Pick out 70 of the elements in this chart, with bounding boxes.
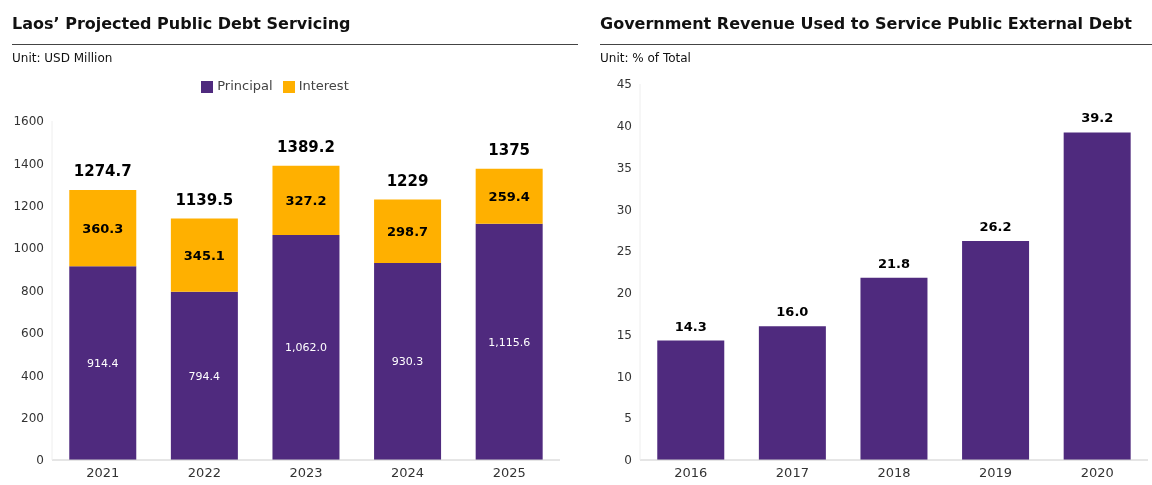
total-label: 1274.7 xyxy=(73,161,132,180)
x-tick-label: 2025 xyxy=(492,465,526,481)
data-label: 26.2 xyxy=(979,219,1012,235)
bar xyxy=(758,326,826,460)
bar xyxy=(962,241,1030,460)
data-label: 14.3 xyxy=(674,318,707,334)
bar xyxy=(475,223,543,460)
x-tick-label: 2022 xyxy=(187,465,221,481)
data-label: 327.2 xyxy=(285,192,327,208)
y-tick-label: 1400 xyxy=(13,156,44,171)
bar xyxy=(272,234,340,460)
bar xyxy=(69,266,137,460)
total-label: 1375 xyxy=(488,140,531,159)
y-tick-label: 20 xyxy=(616,286,632,301)
y-tick-label: 400 xyxy=(21,368,44,383)
data-label: 298.7 xyxy=(387,223,429,239)
y-tick-label: 800 xyxy=(21,283,44,298)
y-tick-label: 0 xyxy=(624,453,632,468)
chart-title: Laos’ Projected Public Debt Servicing xyxy=(12,14,351,33)
bar xyxy=(170,218,238,292)
data-label: 1,062.0 xyxy=(284,341,327,355)
y-tick-label: 600 xyxy=(21,326,44,341)
data-label: 39.2 xyxy=(1081,110,1114,126)
y-tick-label: 45 xyxy=(616,77,632,92)
total-label: 1389.2 xyxy=(277,137,335,156)
x-tick-label: 2017 xyxy=(775,465,809,481)
y-tick-label: 25 xyxy=(616,244,632,259)
y-tick-label: 1600 xyxy=(13,114,44,129)
y-tick-label: 0 xyxy=(36,453,44,468)
y-tick-label: 35 xyxy=(616,160,632,175)
chart-subtitle: Unit: % of Total xyxy=(600,51,691,65)
data-label: 21.8 xyxy=(877,255,911,271)
x-tick-label: 2018 xyxy=(877,465,911,481)
y-tick-label: 10 xyxy=(616,369,632,384)
bar xyxy=(657,340,725,460)
x-tick-label: 2024 xyxy=(391,465,425,481)
data-label: 914.4 xyxy=(87,357,119,371)
data-label: 259.4 xyxy=(488,188,530,204)
bar xyxy=(374,199,442,263)
legend-label: Interest xyxy=(298,78,349,93)
y-tick-label: 5 xyxy=(624,411,632,426)
x-tick-label: 2023 xyxy=(289,465,323,481)
data-label: 794.4 xyxy=(188,369,221,383)
bar xyxy=(170,291,238,460)
y-tick-label: 200 xyxy=(21,410,44,425)
x-tick-label: 2021 xyxy=(86,465,120,481)
bar xyxy=(374,262,442,460)
total-label: 1139.5 xyxy=(175,190,234,209)
total-label: 1229 xyxy=(386,171,429,190)
legend-label: Principal xyxy=(217,78,273,93)
x-tick-label: 2020 xyxy=(1080,465,1114,481)
data-label: 345.1 xyxy=(183,247,225,263)
bar xyxy=(69,189,137,267)
bar xyxy=(860,277,928,460)
y-tick-label: 1000 xyxy=(13,241,44,256)
chart-subtitle: Unit: USD Million xyxy=(12,51,113,65)
y-tick-label: 40 xyxy=(616,119,632,134)
data-label: 360.3 xyxy=(82,220,124,236)
chart-title: Government Revenue Used to Service Public External Debt xyxy=(600,14,1132,33)
data-label: 930.3 xyxy=(391,355,424,369)
y-tick-label: 15 xyxy=(616,327,632,342)
x-tick-label: 2016 xyxy=(674,465,708,481)
x-tick-label: 2019 xyxy=(979,465,1013,481)
data-label: 1,115.6 xyxy=(488,335,531,349)
bar xyxy=(1063,132,1131,460)
data-label: 16.0 xyxy=(776,304,809,320)
bar xyxy=(475,168,543,224)
bar xyxy=(272,165,340,235)
y-tick-label: 1200 xyxy=(13,199,44,214)
y-tick-label: 30 xyxy=(616,202,632,217)
